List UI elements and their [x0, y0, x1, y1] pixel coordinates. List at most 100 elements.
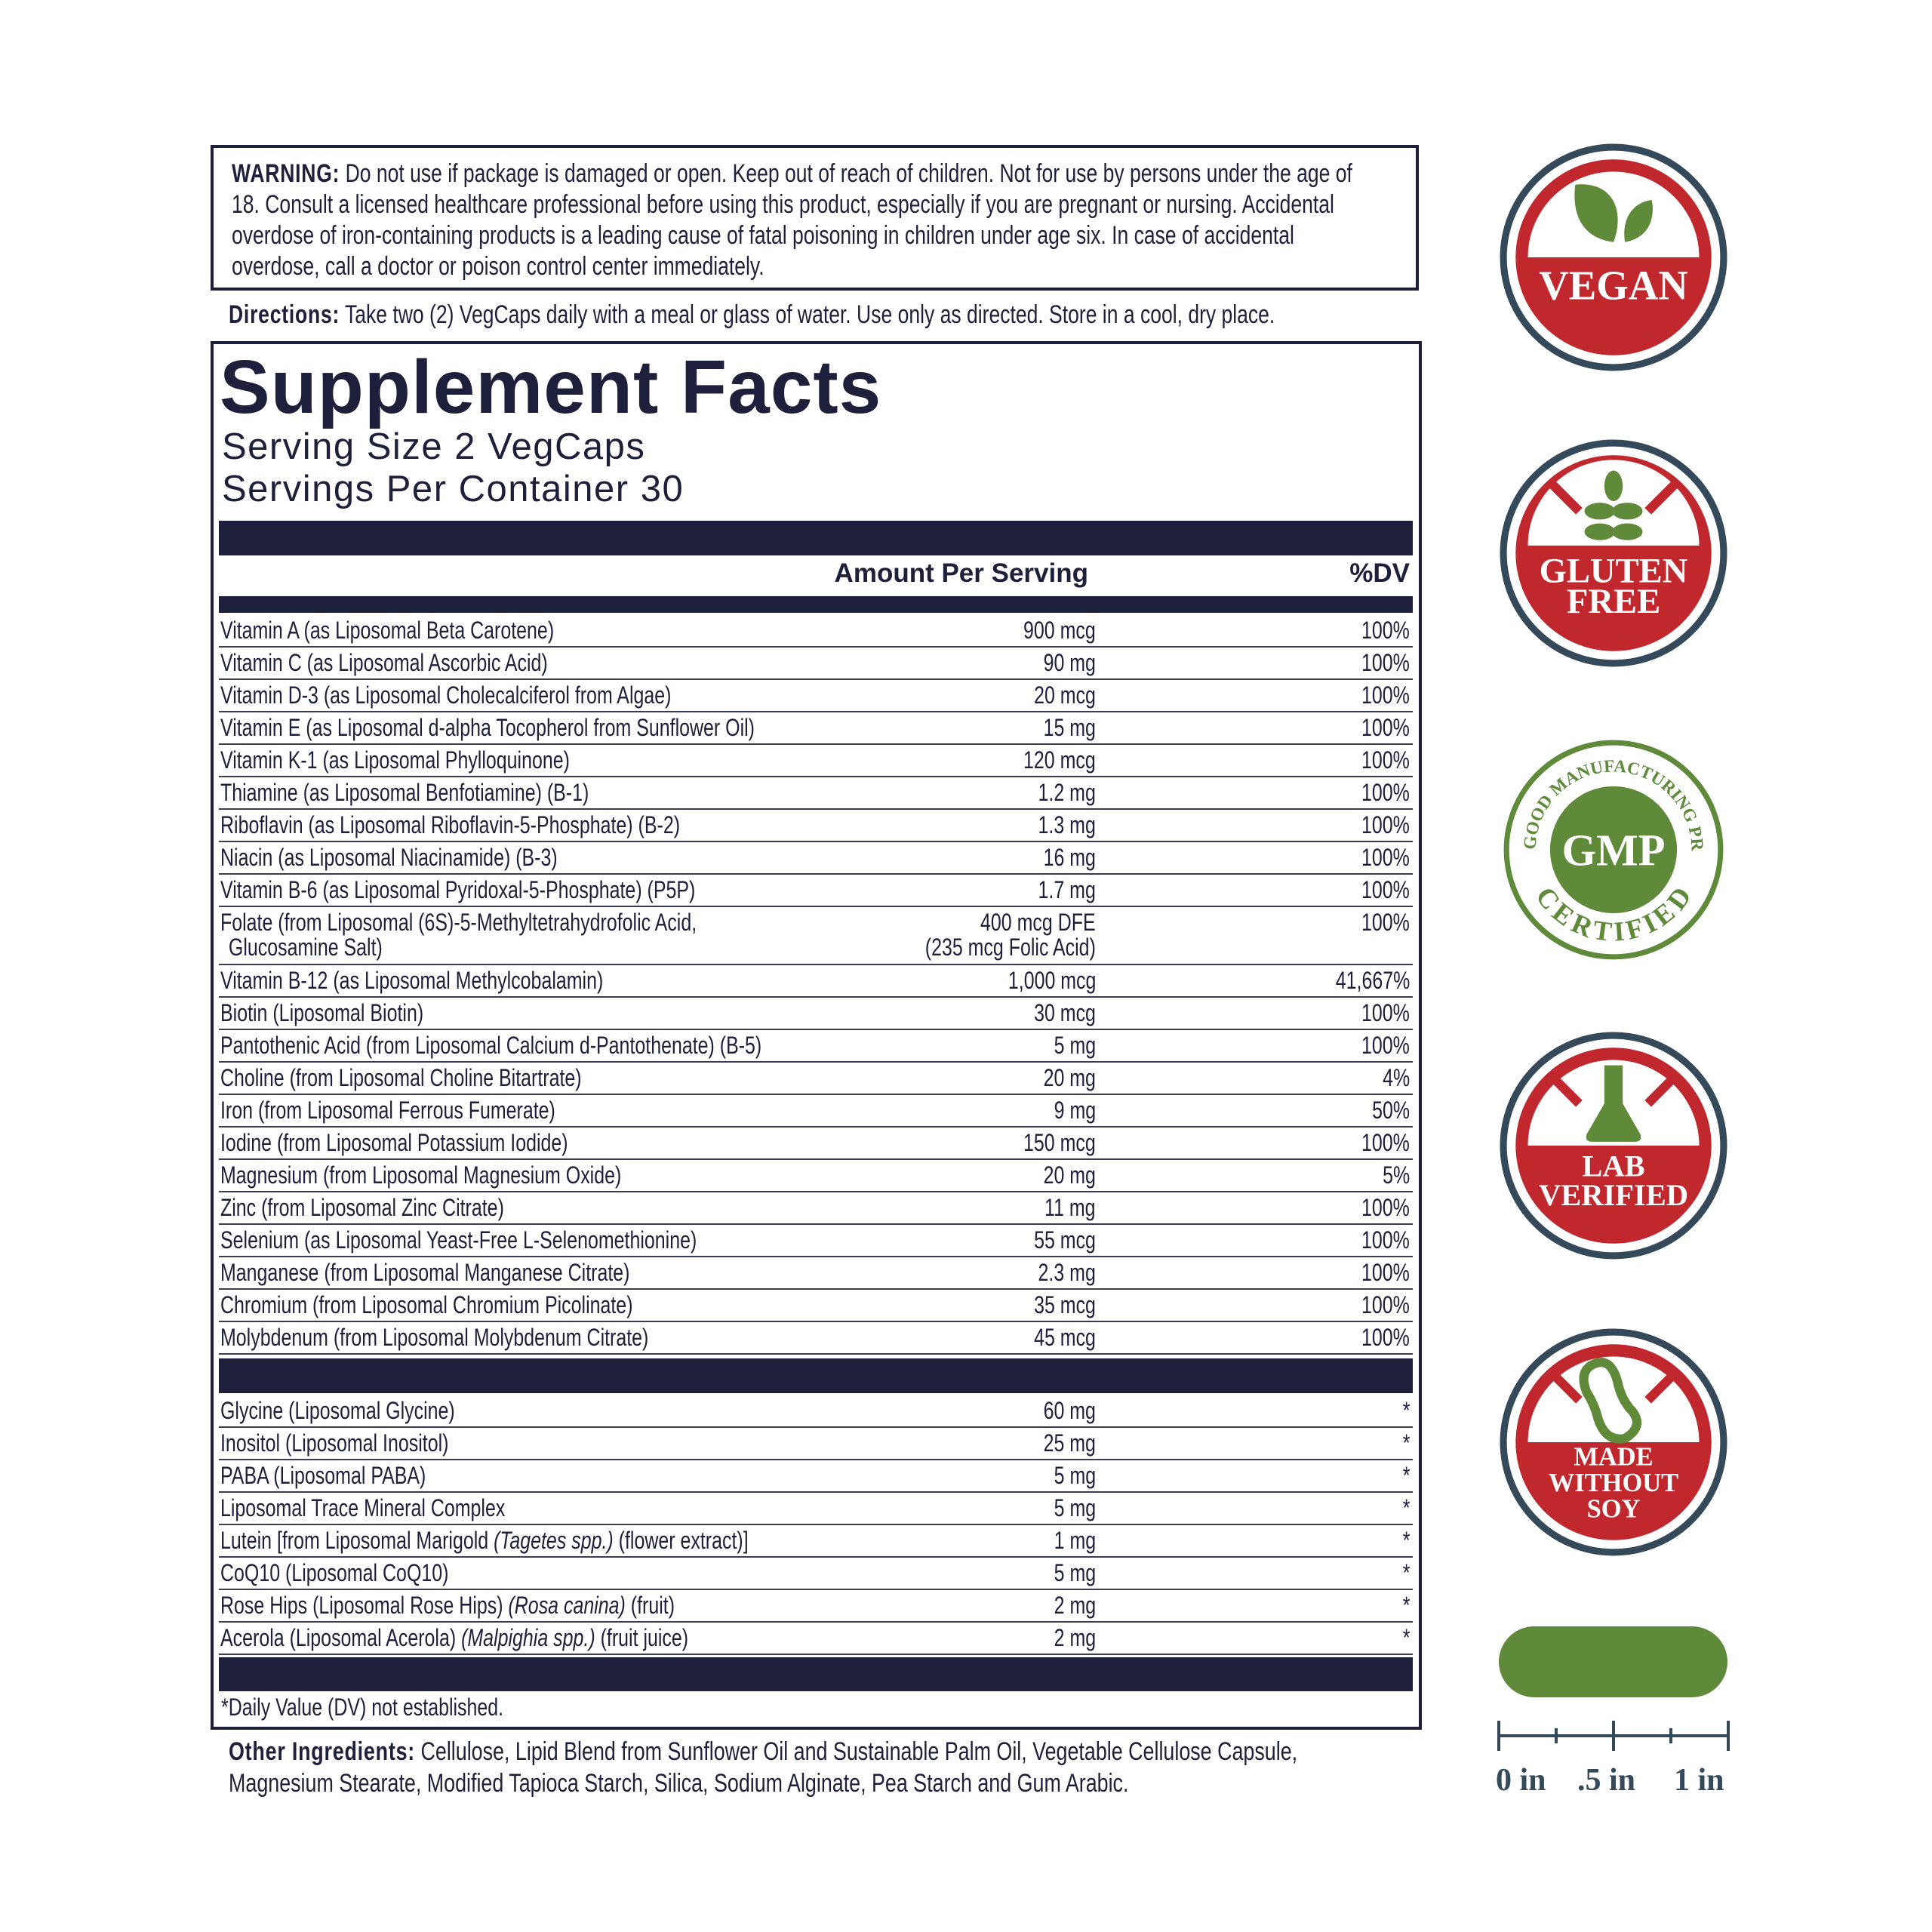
- table-row: Vitamin E (as Liposomal d-alpha Tocopher…: [219, 712, 1413, 745]
- badge-text: SOY: [1587, 1494, 1641, 1523]
- bottom-divider: [219, 1657, 1413, 1691]
- amount: 1.2 mg: [1038, 779, 1096, 806]
- daily-value: 4%: [1382, 1064, 1410, 1091]
- daily-value: 100%: [1361, 999, 1410, 1026]
- amount: 1.7 mg: [1038, 876, 1096, 903]
- amount: 11 mg: [1044, 1194, 1096, 1221]
- size-ruler: [1497, 1721, 1730, 1751]
- nutrient-name: Thiamine (as Liposomal Benfotiamine) (B-…: [220, 779, 589, 806]
- daily-value: *: [1402, 1494, 1410, 1521]
- daily-value: 100%: [1361, 1291, 1410, 1318]
- nutrient-name: Lutein [from Liposomal Marigold (Tagetes…: [220, 1527, 749, 1554]
- nutrient-name: Zinc (from Liposomal Zinc Citrate): [220, 1194, 504, 1221]
- table-row: Vitamin K-1 (as Liposomal Phylloquinone)…: [219, 745, 1413, 777]
- amount: 5 mg: [1054, 1494, 1096, 1521]
- ruler-label: .5 in: [1577, 1763, 1636, 1798]
- ruler-label: 1 in: [1674, 1763, 1724, 1798]
- table-row: Rose Hips (Liposomal Rose Hips) (Rosa ca…: [219, 1590, 1413, 1623]
- directions-label: Directions:: [229, 300, 340, 329]
- nutrient-name: Inositol (Liposomal Inositol): [220, 1429, 449, 1457]
- table-row: Biotin (Liposomal Biotin) 30 mcg 100%: [219, 998, 1413, 1030]
- amount: 400 mcg DFE: [980, 909, 1096, 936]
- daily-value: 100%: [1361, 876, 1410, 903]
- daily-value: 100%: [1361, 844, 1410, 871]
- thick-divider: [219, 521, 1413, 555]
- table-row: Vitamin A (as Liposomal Beta Carotene) 90…: [219, 615, 1413, 648]
- table-row: Chromium (from Liposomal Chromium Picoli…: [219, 1290, 1413, 1322]
- dv-header: %DV: [1349, 558, 1410, 588]
- table-row: CoQ10 (Liposomal CoQ10) 5 mg *: [219, 1558, 1413, 1590]
- amount: 2 mg: [1054, 1624, 1096, 1651]
- warning-label: WARNING:: [232, 159, 340, 188]
- nutrient-name: Acerola (Liposomal Acerola) (Malpighia s…: [220, 1624, 689, 1651]
- table-row: Acerola (Liposomal Acerola) (Malpighia s…: [219, 1623, 1413, 1655]
- ruler-label: 0 in: [1496, 1763, 1546, 1798]
- amount: 900 mcg: [1023, 617, 1096, 644]
- amount-header: Amount Per Serving: [834, 558, 1088, 588]
- soybean-icon: [1579, 1358, 1642, 1444]
- amount-note: (235 mcg Folic Acid): [924, 934, 1096, 961]
- gluten-free-badge: GLUTEN FREE: [1500, 439, 1727, 667]
- supplement-facts-panel: Supplement Facts Serving Size 2 VegCaps …: [211, 341, 1422, 1730]
- wheat-icon: [1584, 470, 1643, 540]
- amount: 55 mcg: [1034, 1226, 1096, 1254]
- table-row: Liposomal Trace Mineral Complex 5 mg *: [219, 1493, 1413, 1525]
- nutrient-name: Manganese (from Liposomal Manganese Citr…: [220, 1259, 630, 1286]
- warning-box: WARNING: Do not use if package is damage…: [211, 145, 1419, 291]
- flask-icon: [1586, 1065, 1641, 1142]
- amount: 5 mg: [1054, 1559, 1096, 1586]
- table-row: Niacin (as Liposomal Niacinamide) (B-3) 1…: [219, 842, 1413, 875]
- nutrient-name: Iodine (from Liposomal Potassium Iodide): [220, 1129, 568, 1156]
- daily-value: 100%: [1361, 681, 1410, 709]
- daily-value: 100%: [1361, 1226, 1410, 1254]
- daily-value: *: [1402, 1559, 1410, 1586]
- amount: 150 mcg: [1023, 1129, 1096, 1156]
- nutrient-name: Folate (from Liposomal (6S)-5-Methyltetr…: [220, 909, 697, 936]
- daily-value: 100%: [1361, 811, 1410, 838]
- badge-text: MADE: [1574, 1442, 1653, 1471]
- nutrient-name: Choline (from Liposomal Choline Bitartra…: [220, 1064, 582, 1091]
- amount: 1.3 mg: [1038, 811, 1096, 838]
- vegan-badge: VEGAN: [1500, 143, 1727, 371]
- daily-value: 100%: [1361, 1129, 1410, 1156]
- table-row: PABA (Liposomal PABA) 5 mg *: [219, 1460, 1413, 1493]
- table-row: Iodine (from Liposomal Potassium Iodide)…: [219, 1128, 1413, 1160]
- amount: 20 mcg: [1034, 681, 1096, 709]
- amount: 2 mg: [1054, 1592, 1096, 1619]
- nutrient-name: Biotin (Liposomal Biotin): [220, 999, 424, 1026]
- table-row: Thiamine (as Liposomal Benfotiamine) (B-…: [219, 777, 1413, 810]
- nutrient-name: Pantothenic Acid (from Liposomal Calcium…: [220, 1032, 762, 1059]
- table-row: Vitamin B-12 (as Liposomal Methylcobalam…: [219, 965, 1413, 998]
- daily-value: 100%: [1361, 909, 1410, 936]
- amount: 120 mcg: [1023, 746, 1096, 774]
- amount: 2.3 mg: [1038, 1259, 1096, 1286]
- badge-text: GMP: [1561, 826, 1665, 875]
- amount: 5 mg: [1054, 1032, 1096, 1059]
- warning-text: Do not use if package is damaged or open…: [232, 159, 1352, 281]
- table-row: Lutein [from Liposomal Marigold (Tagetes…: [219, 1525, 1413, 1558]
- nutrient-name-cont: Glucosamine Salt): [228, 934, 383, 961]
- daily-value: 100%: [1361, 779, 1410, 806]
- nutrient-name: Riboflavin (as Liposomal Riboflavin-5-Ph…: [220, 811, 681, 838]
- amount: 20 mg: [1043, 1161, 1096, 1189]
- directions-text: Take two (2) VegCaps daily with a meal o…: [345, 300, 1275, 329]
- leaf-icon: [1574, 184, 1653, 242]
- badge-text: GLUTEN: [1540, 552, 1688, 591]
- nutrient-name: Vitamin B-6 (as Liposomal Pyridoxal-5-Ph…: [220, 876, 696, 903]
- other-ingredients-text: Cellulose, Lipid Blend from Sunflower Oi…: [229, 1737, 1298, 1798]
- gmp-certified-badge: GOOD MANUFACTURING PRACTICE CERTIFIED GM…: [1499, 735, 1724, 960]
- badge-text: WITHOUT: [1549, 1469, 1678, 1497]
- nutrient-name: Selenium (as Liposomal Yeast-Free L-Sele…: [220, 1226, 697, 1254]
- table-row: Glycine (Liposomal Glycine) 60 mg *: [219, 1395, 1413, 1428]
- table-row: Folate (from Liposomal (6S)-5-Methyltetr…: [219, 907, 1413, 965]
- capsule-size-illustration: [1499, 1626, 1727, 1697]
- daily-value: 100%: [1361, 617, 1410, 644]
- lab-verified-badge: LAB VERIFIED: [1500, 1032, 1727, 1260]
- daily-value: 50%: [1372, 1097, 1410, 1124]
- nutrient-name: Rose Hips (Liposomal Rose Hips) (Rosa ca…: [220, 1592, 675, 1619]
- nutrient-name: Vitamin D-3 (as Liposomal Cholecalcifero…: [220, 681, 672, 709]
- daily-value: *: [1402, 1429, 1410, 1457]
- amount: 9 mg: [1054, 1097, 1096, 1124]
- amount: 16 mg: [1043, 844, 1096, 871]
- table-row: Vitamin C (as Liposomal Ascorbic Acid) 90…: [219, 648, 1413, 680]
